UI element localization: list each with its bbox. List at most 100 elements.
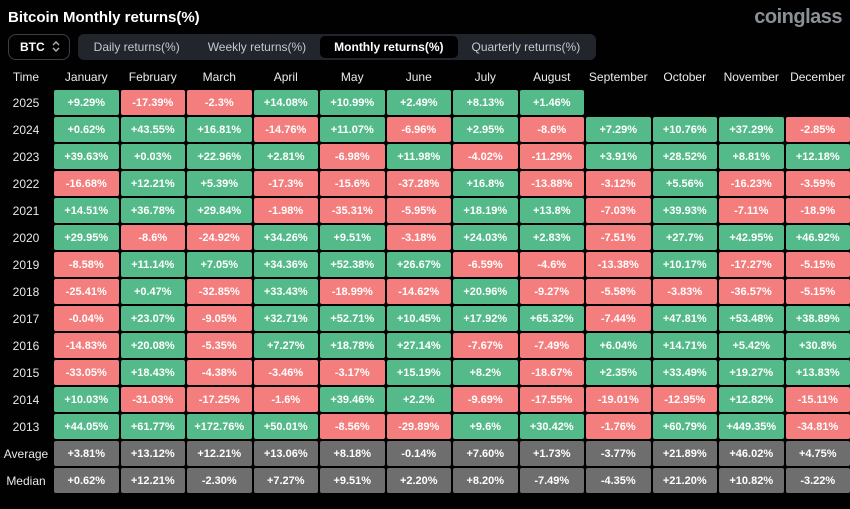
row-label: 2023	[12, 149, 40, 164]
return-cell: -8.6%	[519, 117, 584, 142]
tab-weekly-returns[interactable]: Weekly returns(%)	[194, 36, 320, 58]
return-cell: -2.30%	[187, 468, 252, 493]
return-cell	[719, 90, 784, 115]
return-cell: +13.8%	[519, 198, 584, 223]
return-cell: -17.25%	[187, 387, 252, 412]
column-header: September	[588, 69, 648, 84]
return-cell: -6.98%	[320, 144, 385, 169]
return-cell: +11.14%	[120, 252, 185, 277]
return-cell: +24.03%	[453, 225, 518, 250]
return-cell: -14.62%	[386, 279, 451, 304]
tab-quarterly-returns[interactable]: Quarterly returns(%)	[458, 36, 595, 58]
return-cell: -34.81%	[785, 414, 850, 439]
return-cell: -7.51%	[586, 225, 651, 250]
return-cell: -17.39%	[120, 90, 185, 115]
return-cell: +2.2%	[386, 387, 451, 412]
return-cell: +2.35%	[586, 360, 651, 385]
return-cell: +53.48%	[719, 306, 784, 331]
return-cell: +38.89%	[785, 306, 850, 331]
return-cell: -25.41%	[54, 279, 119, 304]
return-cell: +2.81%	[253, 144, 318, 169]
return-cell: +7.05%	[187, 252, 252, 277]
return-cell: -3.46%	[253, 360, 318, 385]
return-cell: -3.18%	[386, 225, 451, 250]
return-cell	[653, 90, 718, 115]
return-cell: +13.83%	[785, 360, 850, 385]
return-cell: +43.55%	[120, 117, 185, 142]
return-cell: +60.79%	[652, 414, 717, 439]
return-cell: +0.62%	[54, 117, 119, 142]
return-cell: -5.58%	[586, 279, 651, 304]
row-label: 2018	[12, 284, 40, 299]
return-cell: +27.14%	[386, 333, 451, 358]
return-cell: +9.29%	[54, 90, 119, 115]
return-cell: -1.76%	[586, 414, 651, 439]
tab-daily-returns[interactable]: Daily returns(%)	[80, 36, 194, 58]
return-cell: -1.6%	[253, 387, 318, 412]
return-cell: +0.62%	[54, 468, 119, 493]
return-cell: +2.49%	[386, 90, 451, 115]
return-cell: -24.92%	[187, 225, 252, 250]
column-header: January	[64, 69, 108, 84]
return-cell: +2.20%	[386, 468, 451, 493]
return-cell: +30.8%	[785, 333, 850, 358]
return-cell: +21.89%	[652, 441, 717, 466]
return-cell: +3.81%	[54, 441, 119, 466]
return-cell: +7.29%	[586, 117, 651, 142]
return-cell: +9.51%	[320, 468, 385, 493]
row-label: 2020	[12, 230, 40, 245]
column-header: October	[663, 69, 707, 84]
return-cell: -7.49%	[519, 333, 584, 358]
return-cell: -7.49%	[519, 468, 584, 493]
return-cell: +9.6%	[453, 414, 518, 439]
return-cell: +17.92%	[453, 306, 518, 331]
return-cell: +37.29%	[719, 117, 784, 142]
return-cell: +7.27%	[253, 333, 318, 358]
return-cell: +44.05%	[54, 414, 119, 439]
return-cell: -35.31%	[320, 198, 385, 223]
column-header: November	[723, 69, 779, 84]
return-cell: +46.02%	[719, 441, 784, 466]
return-cell: +36.78%	[120, 198, 185, 223]
return-cell: +7.60%	[453, 441, 518, 466]
return-cell: -4.6%	[519, 252, 584, 277]
return-cell: -7.44%	[586, 306, 651, 331]
updown-chevron-icon	[52, 41, 60, 52]
return-cell: +12.18%	[785, 144, 850, 169]
column-header: April	[273, 69, 298, 84]
return-cell: -5.15%	[785, 252, 850, 277]
return-cell: +4.75%	[785, 441, 850, 466]
return-cell: -18.99%	[320, 279, 385, 304]
return-cell: +12.82%	[719, 387, 784, 412]
return-cell: -18.9%	[785, 198, 850, 223]
return-cell: +12.21%	[120, 468, 185, 493]
return-cell: +12.21%	[187, 441, 252, 466]
returns-heatmap-table: Time January February March April May June July…	[0, 65, 850, 493]
return-cell: -4.38%	[187, 360, 252, 385]
return-cell: +14.71%	[652, 333, 717, 358]
return-cell: -15.6%	[320, 171, 385, 196]
return-cell	[786, 90, 850, 115]
return-cell: -2.3%	[187, 90, 252, 115]
row-label: 2022	[12, 176, 40, 191]
return-cell: -5.95%	[386, 198, 451, 223]
column-header: March	[202, 69, 236, 84]
return-cell: -0.14%	[386, 441, 451, 466]
column-header: June	[405, 69, 432, 84]
return-cell: +8.18%	[320, 441, 385, 466]
return-cell: +5.42%	[719, 333, 784, 358]
return-cell: +50.01%	[253, 414, 318, 439]
return-cell: +18.19%	[453, 198, 518, 223]
return-cell: -19.01%	[586, 387, 651, 412]
return-cell: -17.55%	[519, 387, 584, 412]
row-label: 2013	[12, 419, 40, 434]
return-cell: -12.95%	[652, 387, 717, 412]
page-title: Bitcoin Monthly returns(%)	[8, 8, 200, 26]
return-cell: +13.12%	[120, 441, 185, 466]
coin-selector[interactable]: BTC	[8, 33, 70, 60]
return-cell: +11.98%	[386, 144, 451, 169]
return-cell: +1.46%	[519, 90, 584, 115]
tab-monthly-returns[interactable]: Monthly returns(%)	[320, 35, 458, 58]
row-label: 2019	[12, 257, 40, 272]
return-cell: -3.12%	[586, 171, 651, 196]
